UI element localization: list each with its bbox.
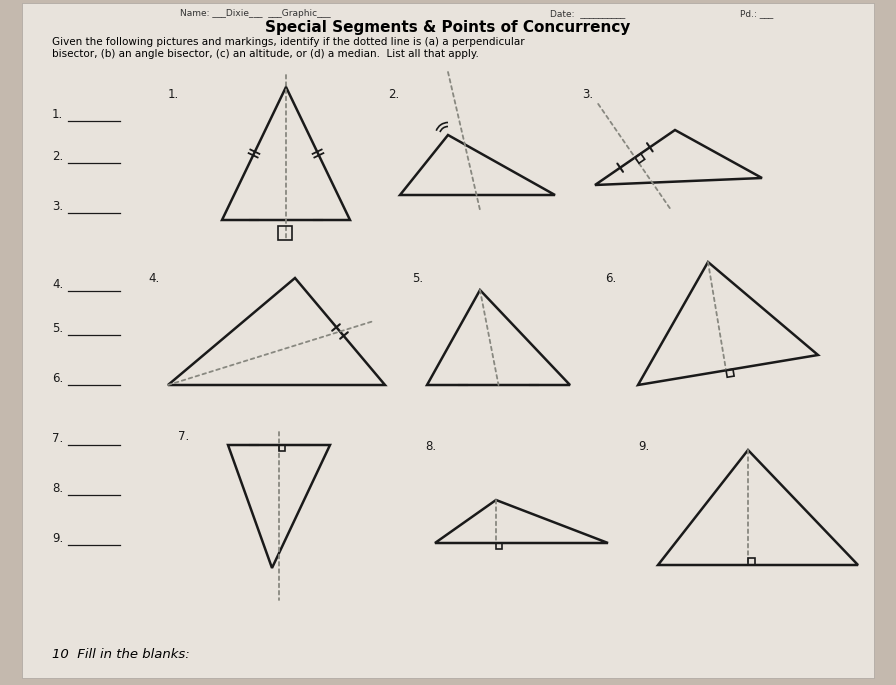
Text: 6.: 6. xyxy=(605,272,616,285)
Text: Date:  __________: Date: __________ xyxy=(550,9,625,18)
Text: Pd.: ___: Pd.: ___ xyxy=(740,9,773,18)
Text: 3.: 3. xyxy=(582,88,593,101)
Text: 8.: 8. xyxy=(52,482,63,495)
Text: Special Segments & Points of Concurrency: Special Segments & Points of Concurrency xyxy=(265,20,631,35)
Text: 7.: 7. xyxy=(178,430,189,443)
Text: 2.: 2. xyxy=(388,88,400,101)
Text: 3.: 3. xyxy=(52,200,63,213)
Text: 9.: 9. xyxy=(52,532,64,545)
Text: 2.: 2. xyxy=(52,150,64,163)
Text: 10  Fill in the blanks:: 10 Fill in the blanks: xyxy=(52,648,190,661)
Text: 1.: 1. xyxy=(168,88,179,101)
Text: 6.: 6. xyxy=(52,372,64,385)
Text: Given the following pictures and markings, identify if the dotted line is (a) a : Given the following pictures and marking… xyxy=(52,37,525,59)
Text: 5.: 5. xyxy=(412,272,423,285)
Text: 4.: 4. xyxy=(148,272,159,285)
Text: 7.: 7. xyxy=(52,432,64,445)
Text: 4.: 4. xyxy=(52,278,64,291)
Bar xyxy=(278,226,292,240)
Text: 9.: 9. xyxy=(638,440,650,453)
Text: 1.: 1. xyxy=(52,108,64,121)
Text: Name: ___Dixie___  ___Graphic___: Name: ___Dixie___ ___Graphic___ xyxy=(180,9,331,18)
Text: 8.: 8. xyxy=(425,440,436,453)
FancyBboxPatch shape xyxy=(22,3,874,678)
Text: 5.: 5. xyxy=(52,322,63,335)
